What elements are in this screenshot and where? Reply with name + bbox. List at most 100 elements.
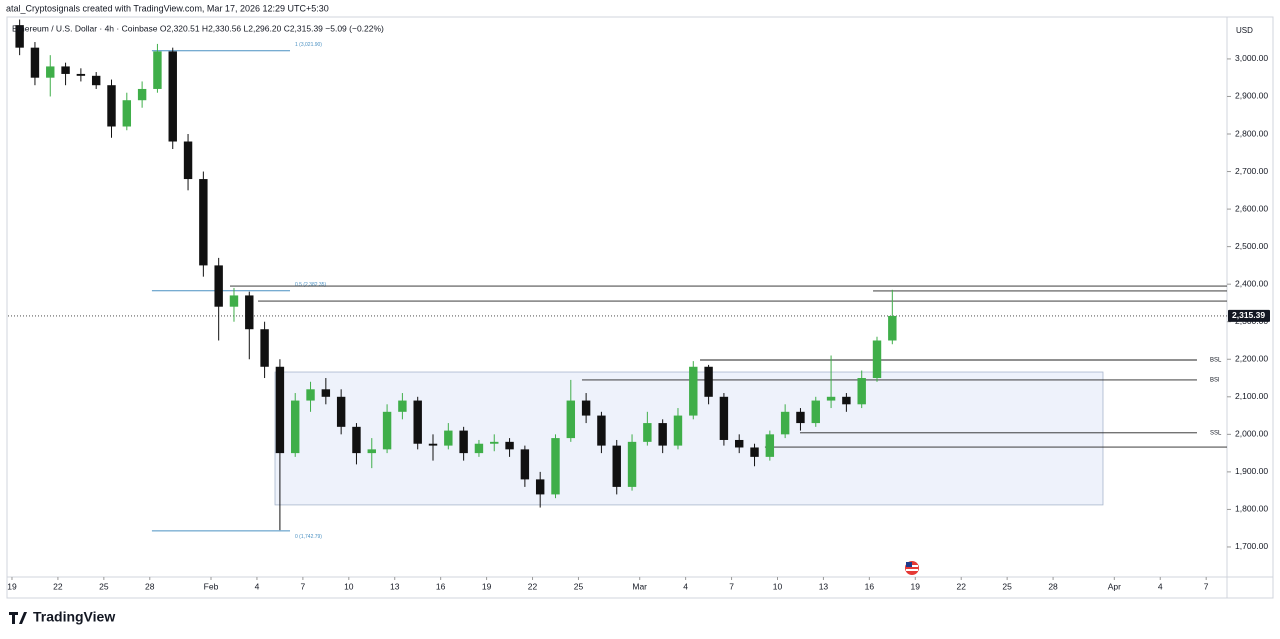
candle-body — [382, 411, 392, 450]
candle-body — [260, 329, 269, 367]
candle-body — [61, 66, 70, 74]
y-tick-label: 2,700.00 — [1235, 166, 1268, 176]
candle-body — [352, 426, 361, 454]
candle-body — [643, 423, 652, 442]
candle-body — [551, 438, 560, 495]
level-label: BSl — [1210, 377, 1219, 383]
candle-body — [796, 411, 805, 424]
candle-body — [168, 51, 177, 142]
y-tick-label: 1,700.00 — [1235, 541, 1268, 551]
y-tick-label: 3,000.00 — [1235, 53, 1268, 63]
candle-body — [474, 443, 484, 454]
candle-body — [275, 366, 285, 454]
level-label: SSL — [1210, 430, 1222, 436]
last-price-tag — [1228, 309, 1270, 322]
candle-body — [398, 400, 407, 412]
x-tick-label: 16 — [865, 581, 875, 591]
candle-body — [842, 396, 851, 405]
y-tick-label: 2,100.00 — [1235, 391, 1268, 401]
y-tick-label: 2,000.00 — [1235, 429, 1268, 439]
candle-body — [413, 400, 422, 444]
y-tick-label: 2,900.00 — [1235, 91, 1268, 101]
x-tick-label: 7 — [729, 581, 734, 591]
candle-body — [780, 411, 790, 435]
candle-body — [689, 366, 698, 416]
level-label: BSL — [1210, 358, 1222, 364]
x-tick-label: Apr — [1108, 581, 1121, 591]
candle-body — [321, 389, 331, 397]
candle-body — [627, 441, 637, 487]
fib-label: 1 (3,021.90) — [295, 42, 322, 48]
x-tick-label: 19 — [7, 581, 17, 591]
y-tick-label: 2,800.00 — [1235, 128, 1268, 138]
candle-body — [291, 400, 300, 454]
candle-body — [597, 415, 606, 446]
x-tick-label: 25 — [99, 581, 109, 591]
candle-body — [91, 75, 101, 86]
candle-body — [704, 366, 713, 397]
x-tick-label: 7 — [1204, 581, 1209, 591]
candle-body — [673, 415, 683, 446]
candle-body — [735, 439, 744, 448]
x-tick-label: 13 — [390, 581, 400, 591]
x-tick-label: 4 — [255, 581, 260, 591]
candle-body — [183, 141, 193, 180]
fib-label: 0.5 (2,382.35) — [295, 282, 326, 288]
candle-body — [137, 88, 147, 101]
candle-body — [765, 434, 775, 457]
candle-body — [30, 47, 40, 78]
candle-body — [306, 389, 315, 401]
candle-body — [612, 445, 621, 487]
y-tick-label: 2,500.00 — [1235, 241, 1268, 251]
range-box — [274, 371, 1104, 506]
y-tick-label: 2,400.00 — [1235, 278, 1268, 288]
candle-body — [153, 51, 162, 89]
axes: 1,700.00 1,800.00 1,900.00 2,000.00 2,100.00… — [7, 53, 1270, 591]
x-tick-label: 19 — [911, 581, 921, 591]
logo: TradingView — [9, 609, 115, 625]
candle-body — [76, 73, 86, 76]
credit: atal_Cryptosignals created with TradingV… — [6, 3, 329, 13]
candle-body — [336, 396, 346, 427]
candle-body — [245, 295, 254, 330]
x-tick-label: 22 — [528, 581, 538, 591]
x-tick-label: 13 — [819, 581, 829, 591]
x-tick-label: 4 — [683, 581, 688, 591]
y-tick-label: 1,800.00 — [1235, 504, 1268, 514]
x-tick-label: 28 — [1048, 581, 1058, 591]
x-tick-label: Mar — [632, 581, 647, 591]
brand: TradingView — [33, 609, 115, 625]
candle-body — [428, 443, 438, 446]
x-tick-label: 10 — [773, 581, 783, 591]
candle-body — [107, 85, 116, 127]
candle-body — [857, 378, 866, 405]
x-tick-label: 7 — [301, 581, 306, 591]
x-tick-label: 28 — [145, 581, 155, 591]
last-price-label: 2,315.39 — [1232, 310, 1265, 320]
candle-body — [811, 400, 820, 424]
symbol-legend: Ethereum / U.S. Dollar · 4h · Coinbase O… — [12, 23, 384, 33]
candle-body — [658, 423, 667, 446]
candle-body — [199, 179, 208, 266]
candle-body — [750, 447, 759, 457]
plot-area: 1 (3,021.90) 0.5 (2,382.35) 0 (1,742.79) — [8, 19, 1227, 540]
x-tick-label: 25 — [574, 581, 584, 591]
candle-body — [122, 100, 132, 127]
candle-body — [888, 315, 897, 341]
candle-body — [15, 25, 24, 48]
x-tick-label: 4 — [1158, 581, 1163, 591]
x-tick-label: 22 — [53, 581, 63, 591]
candle-body — [719, 396, 729, 440]
x-tick-label: 22 — [956, 581, 966, 591]
candle-body — [520, 449, 530, 480]
x-tick-label: 16 — [436, 581, 446, 591]
candle-body — [535, 479, 545, 495]
candle-body — [444, 430, 453, 446]
frame — [6, 16, 1274, 599]
x-tick-label: 10 — [344, 581, 354, 591]
candle-body — [46, 66, 55, 78]
flag-icon — [905, 561, 919, 575]
candle-body — [826, 396, 836, 401]
